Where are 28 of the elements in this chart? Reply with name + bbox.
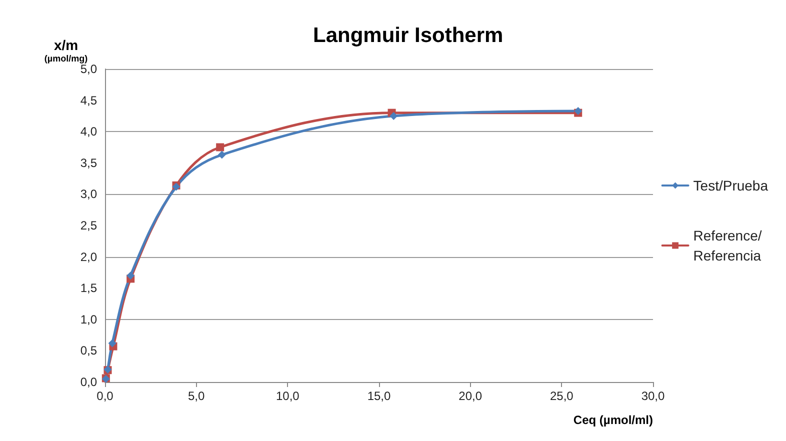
y-tick-label: 4,0 (80, 124, 98, 139)
y-tick-label: 3,5 (80, 156, 98, 170)
y-tick-label: 1,5 (80, 281, 98, 296)
x-tick-label: 30,0 (641, 389, 665, 403)
x-axis-title: Ceq (µmol/ml) (573, 413, 653, 427)
y-tick-label: 0,5 (80, 344, 98, 358)
x-tick-label: 25,0 (550, 389, 574, 403)
point (218, 150, 226, 159)
point (126, 272, 135, 280)
x-tick-label: 20,0 (458, 389, 482, 403)
x-tick-label: 5,0 (188, 389, 205, 403)
point (216, 143, 224, 152)
x-tick-label: 15,0 (367, 389, 391, 403)
y-tick-label: 2,0 (80, 250, 98, 264)
point (108, 339, 116, 348)
x-tick-label: 0,0 (96, 389, 114, 403)
y-tick-label: 2,5 (80, 218, 98, 232)
y-tick-label: 5,0 (80, 62, 98, 76)
y-axis-title: x/m (µmol/mg) (44, 37, 88, 64)
point (390, 112, 398, 120)
y-tick-label: 0,0 (80, 375, 98, 389)
y-tick-label: 3,0 (80, 187, 98, 202)
x-tick-label: 10,0 (276, 389, 300, 403)
legend-label: Test/Prueba (693, 178, 768, 194)
y-tick-label: 1,0 (80, 312, 98, 326)
y-tick-label: 4,5 (80, 93, 98, 108)
legend-label: Reference/ Referencia (693, 228, 762, 264)
chart-title: Langmuir Isotherm (313, 24, 504, 47)
